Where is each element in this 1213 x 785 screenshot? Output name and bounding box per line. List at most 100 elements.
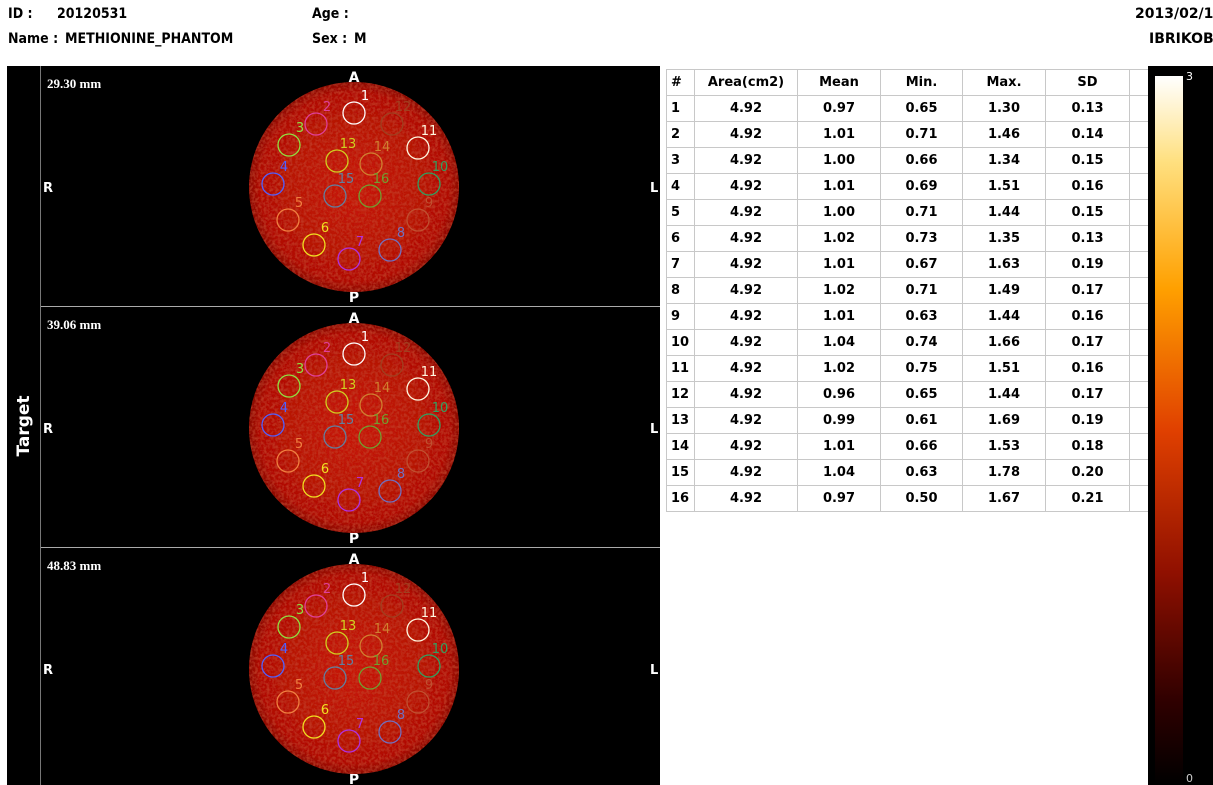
orientation-label: R	[43, 181, 53, 196]
table-cell: 0.17	[1046, 278, 1130, 304]
phantom-disk	[249, 323, 459, 533]
table-cell: 0.16	[1046, 356, 1130, 382]
roi-label: 10	[432, 642, 449, 657]
roi-label: 9	[425, 196, 433, 211]
roi-label: 6	[321, 703, 329, 718]
roi-label: 16	[373, 654, 390, 669]
table-cell: 0.99	[798, 408, 881, 434]
table-cell: 13	[667, 408, 695, 434]
table-cell: 5	[667, 200, 695, 226]
table-cell: 0.71	[881, 122, 963, 148]
table-cell: 4.92	[695, 252, 798, 278]
table-cell: 4.92	[695, 174, 798, 200]
table-cell: 14	[667, 434, 695, 460]
table-cell: 0.15	[1046, 200, 1130, 226]
table-cell: 4.92	[695, 226, 798, 252]
table-cell: 1.63	[963, 252, 1046, 278]
sex-label: Sex :	[312, 31, 347, 47]
table-cell: 0.17	[1046, 330, 1130, 356]
colorbar: 3 0	[1148, 66, 1213, 785]
table-cell: 0.69	[881, 174, 963, 200]
table-cell: 4.92	[695, 304, 798, 330]
roi-label: 4	[280, 642, 288, 657]
colorbar-min: 0	[1186, 772, 1193, 785]
table-cell: 1.44	[963, 200, 1046, 226]
roi-label: 8	[397, 226, 405, 241]
table-cell: 1.02	[798, 226, 881, 252]
study-date: 2013/02/12	[1135, 6, 1213, 22]
orientation-label: P	[349, 531, 359, 547]
table-cell: 15	[667, 460, 695, 486]
age-label: Age :	[312, 6, 349, 22]
roi-label: 8	[397, 467, 405, 482]
table-row: 84.921.020.711.490.17	[667, 278, 1153, 304]
roi-label: 3	[296, 362, 304, 377]
colorbar-max: 3	[1186, 70, 1193, 83]
roi-label: 15	[338, 413, 355, 428]
table-cell: 4.92	[695, 356, 798, 382]
patient-name: METHIONINE_PHANTOM	[65, 31, 233, 47]
table-cell: 1.44	[963, 304, 1046, 330]
roi-label: 11	[421, 124, 438, 139]
table-cell: 1.30	[963, 96, 1046, 122]
roi-label: 13	[340, 619, 357, 634]
table-cell: 7	[667, 252, 695, 278]
roi-label: 14	[374, 622, 391, 637]
patient-id: 20120531	[57, 6, 127, 22]
table-cell: 1.66	[963, 330, 1046, 356]
roi-label: 4	[280, 401, 288, 416]
table-cell: 1.00	[798, 200, 881, 226]
table-cell: 0.16	[1046, 304, 1130, 330]
orientation-label: R	[43, 422, 53, 437]
roi-label: 9	[425, 437, 433, 452]
orientation-label: L	[650, 663, 658, 678]
table-cell: 1.35	[963, 226, 1046, 252]
table-cell: 0.97	[798, 486, 881, 512]
table-cell: 1.01	[798, 434, 881, 460]
table-cell: 2	[667, 122, 695, 148]
table-cell: 4.92	[695, 148, 798, 174]
roi-label: 5	[295, 678, 303, 693]
roi-label: 15	[338, 172, 355, 187]
roi-label: 14	[374, 381, 391, 396]
roi-label: 11	[421, 606, 438, 621]
table-cell: 0.50	[881, 486, 963, 512]
table-row: 134.920.990.611.690.19	[667, 408, 1153, 434]
table-cell: 4.92	[695, 382, 798, 408]
table-cell: 0.15	[1046, 148, 1130, 174]
table-cell: 0.73	[881, 226, 963, 252]
table-cell: 1.51	[963, 356, 1046, 382]
table-row: 144.921.010.661.530.18	[667, 434, 1153, 460]
table-cell: 0.16	[1046, 174, 1130, 200]
table-cell: 4.92	[695, 96, 798, 122]
table-cell: 1.51	[963, 174, 1046, 200]
table-cell: 9	[667, 304, 695, 330]
table-cell: 12	[667, 382, 695, 408]
phantom-disk	[249, 82, 459, 292]
roi-label: 13	[340, 378, 357, 393]
phantom-disk	[249, 564, 459, 774]
table-cell: 1.44	[963, 382, 1046, 408]
table-cell: #	[667, 70, 695, 96]
table-cell: 0.19	[1046, 408, 1130, 434]
table-cell: 4.92	[695, 278, 798, 304]
roi-label: 3	[296, 603, 304, 618]
roi-label: 5	[295, 196, 303, 211]
roi-label: 1	[361, 89, 369, 104]
roi-label: 7	[356, 476, 364, 491]
table-cell: 4.92	[695, 122, 798, 148]
roi-label: 2	[323, 100, 331, 115]
roi-label: 10	[432, 160, 449, 175]
table-cell: 16	[667, 486, 695, 512]
table-cell: 8	[667, 278, 695, 304]
slice-position: 29.30 mm	[47, 76, 101, 91]
orientation-label: L	[650, 422, 658, 437]
table-cell: 0.74	[881, 330, 963, 356]
table-cell: 0.17	[1046, 382, 1130, 408]
table-row: 104.921.040.741.660.17	[667, 330, 1153, 356]
